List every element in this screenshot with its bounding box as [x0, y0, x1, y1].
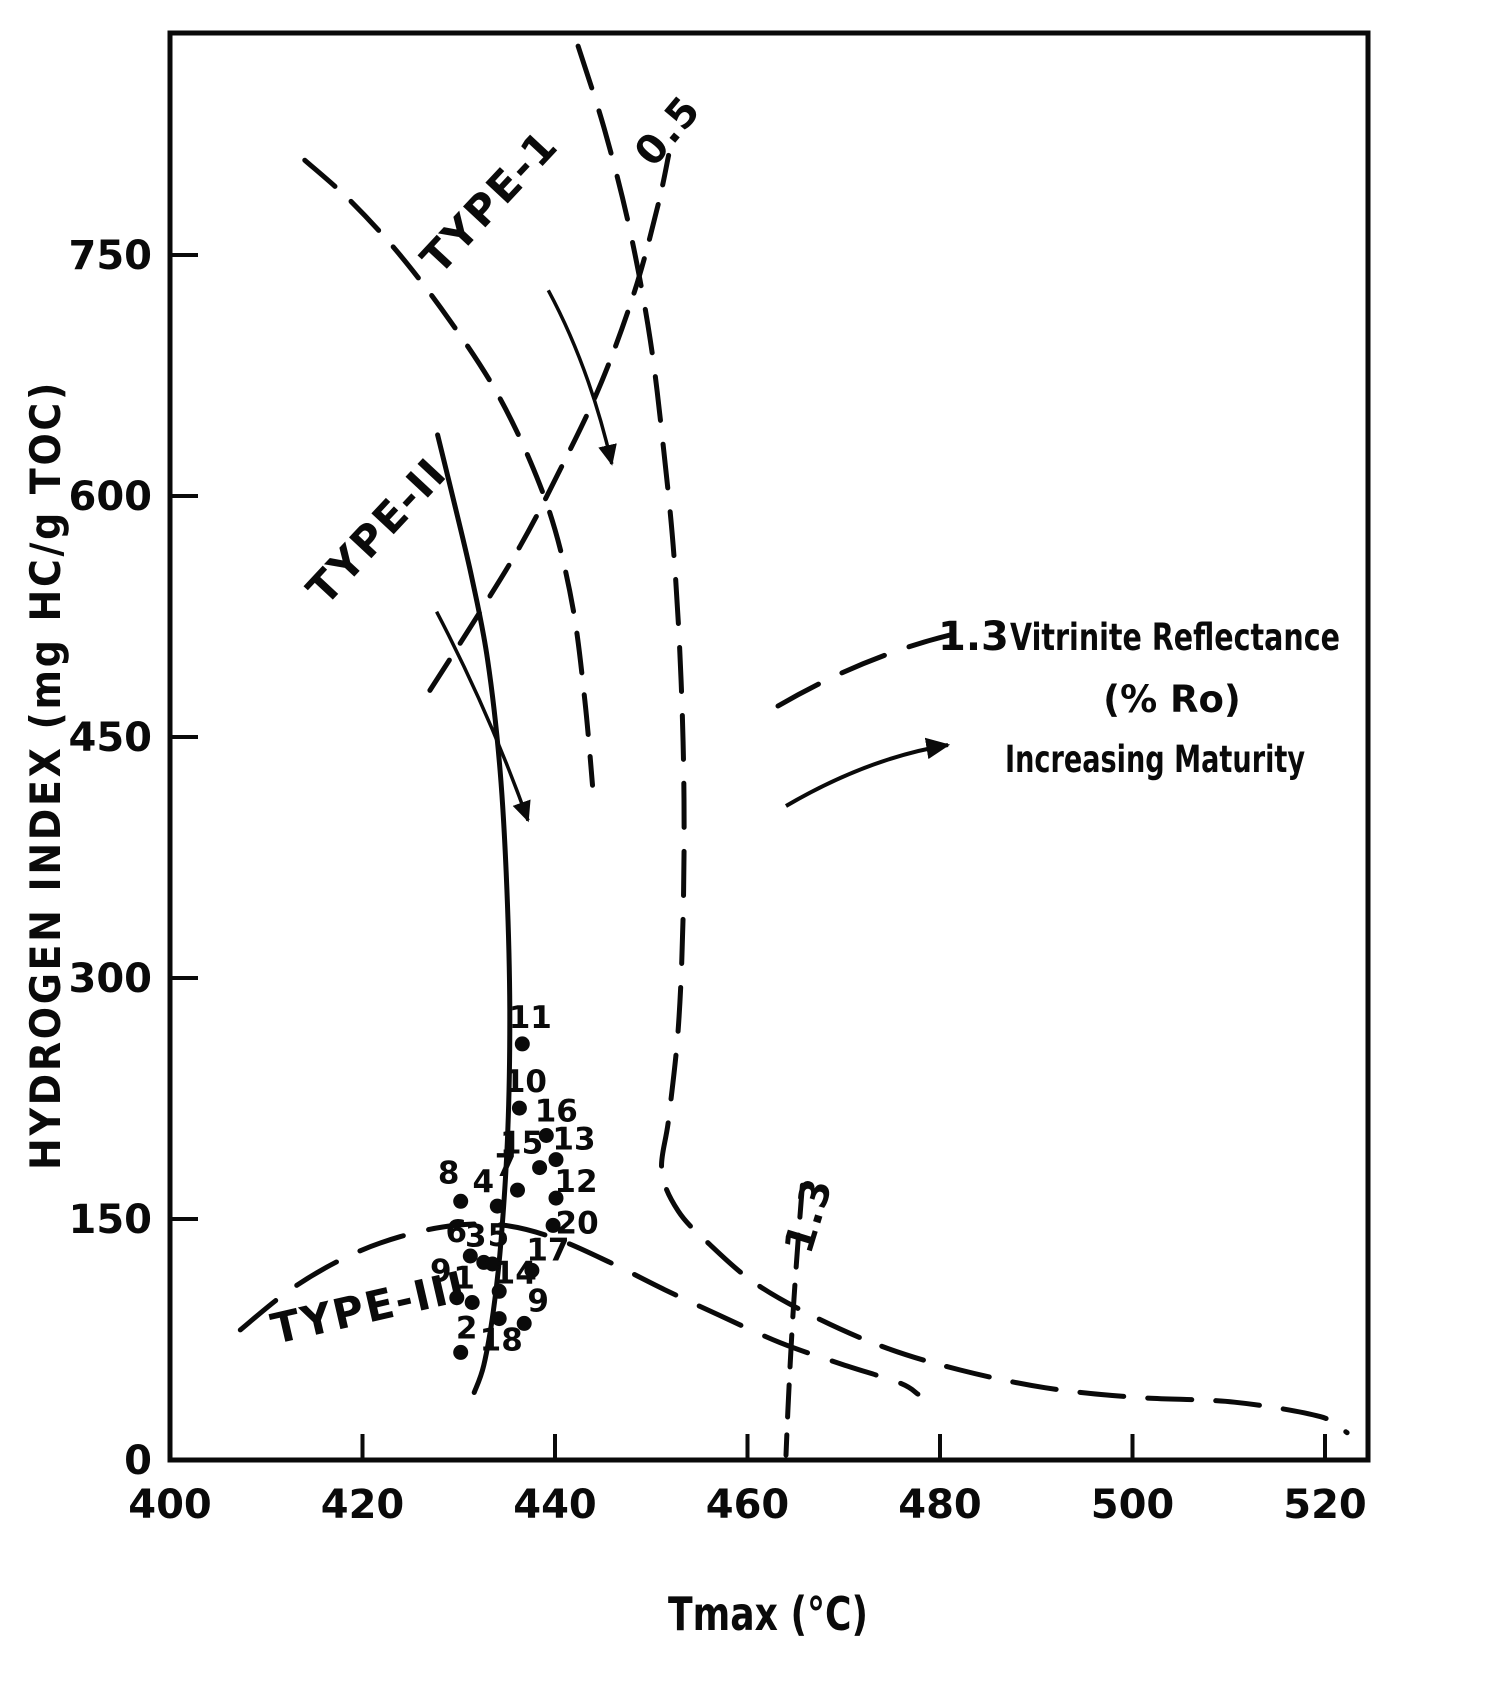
data-point-11	[514, 1036, 530, 1052]
x-tick-label: 400	[128, 1482, 212, 1528]
data-point-4	[489, 1198, 505, 1214]
legend-dashed-line-symbol	[775, 632, 953, 709]
legend-maturity-label: Increasing Maturity	[1005, 738, 1305, 781]
type2-maturity-arrow	[435, 610, 531, 823]
x-tick-label: 460	[706, 1482, 790, 1528]
data-point-label: 2	[456, 1310, 478, 1346]
data-point-label: 13	[552, 1122, 595, 1158]
data-point-5	[484, 1256, 500, 1272]
data-point-label: 7	[495, 1148, 517, 1184]
data-point-label: 11	[509, 1000, 552, 1036]
data-point-17	[524, 1262, 540, 1278]
type1-evolution-curve	[302, 157, 595, 788]
x-tick-label: 480	[898, 1482, 982, 1528]
data-point-label: 14	[494, 1255, 537, 1291]
data-point-label: 12	[554, 1164, 597, 1200]
x-tick-label: 440	[513, 1482, 597, 1528]
data-point-label: 3	[465, 1218, 487, 1254]
data-point-label: 6	[446, 1214, 468, 1250]
data-point-16	[538, 1128, 554, 1143]
data-point-13	[548, 1152, 564, 1168]
type1-type2-boundary-curve	[575, 43, 1350, 1436]
y-tick-label: 150	[69, 1197, 153, 1243]
data-point-label: 4	[473, 1164, 495, 1200]
data-point-label: 16	[535, 1094, 578, 1130]
type3-evolution-curve	[237, 1221, 921, 1397]
data-point-20	[545, 1217, 561, 1233]
data-point-9	[449, 1290, 465, 1306]
data-point-label: 9	[430, 1254, 452, 1290]
data-point-14	[491, 1283, 507, 1299]
annotation-0-5: 0.5	[626, 87, 711, 175]
legend: 1.3 Vitrinite Reflectance (% Ro) Increasing…	[775, 614, 1340, 808]
data-point-1	[464, 1295, 480, 1310]
data-point-label: 5	[488, 1218, 510, 1254]
data-point-label: 20	[556, 1205, 599, 1241]
y-tick-label: 750	[69, 233, 153, 279]
y-tick-label: 300	[69, 956, 153, 1002]
y-axis-label: HYDROGEN INDEX (mg HC/g TOC)	[21, 380, 70, 1170]
legend-vitrinite-label: Vitrinite Reflectance	[1010, 616, 1340, 659]
data-point-7	[510, 1182, 525, 1198]
x-tick-label: 420	[321, 1482, 405, 1528]
legend-ro-unit-label: (% Ro)	[1103, 678, 1241, 721]
x-tick-label: 520	[1283, 1482, 1367, 1528]
ro-1.3-isoline	[783, 1182, 805, 1458]
data-point-label: 8	[438, 1155, 460, 1191]
x-tick-label: 500	[1091, 1482, 1175, 1528]
plot-frame	[167, 30, 1371, 1463]
y-tick-label: 0	[124, 1438, 152, 1484]
data-point-2	[453, 1344, 469, 1360]
data-point-label: 1	[453, 1261, 475, 1297]
data-point-label: 10	[504, 1064, 547, 1100]
data-point-label: 18	[480, 1323, 523, 1359]
data-point-label: 9	[527, 1283, 549, 1319]
data-point-9	[516, 1315, 532, 1331]
type2-evolution-curve	[435, 432, 513, 1395]
data-point-8	[453, 1193, 469, 1209]
data-point-label: 17	[526, 1232, 569, 1268]
y-tick-label: 450	[69, 715, 153, 761]
annotation-type-ii: TYPE-II	[297, 448, 456, 614]
data-point-label: 15	[500, 1126, 543, 1162]
y-tick-label: 600	[69, 474, 153, 520]
legend-maturity-arrow-symbol	[784, 737, 951, 808]
x-axis-label: Tmax (°C)	[668, 1587, 868, 1641]
legend-ro-value: 1.3	[938, 614, 1009, 660]
annotation-1-3: 1.3	[776, 1172, 842, 1259]
data-point-18	[491, 1311, 507, 1327]
data-point-12	[548, 1190, 564, 1206]
data-point-6	[462, 1248, 478, 1264]
type1-maturity-arrow	[546, 289, 617, 466]
data-point-15	[532, 1160, 548, 1176]
data-point-10	[511, 1100, 527, 1116]
annotation-type-1: TYPE-1	[411, 120, 568, 283]
